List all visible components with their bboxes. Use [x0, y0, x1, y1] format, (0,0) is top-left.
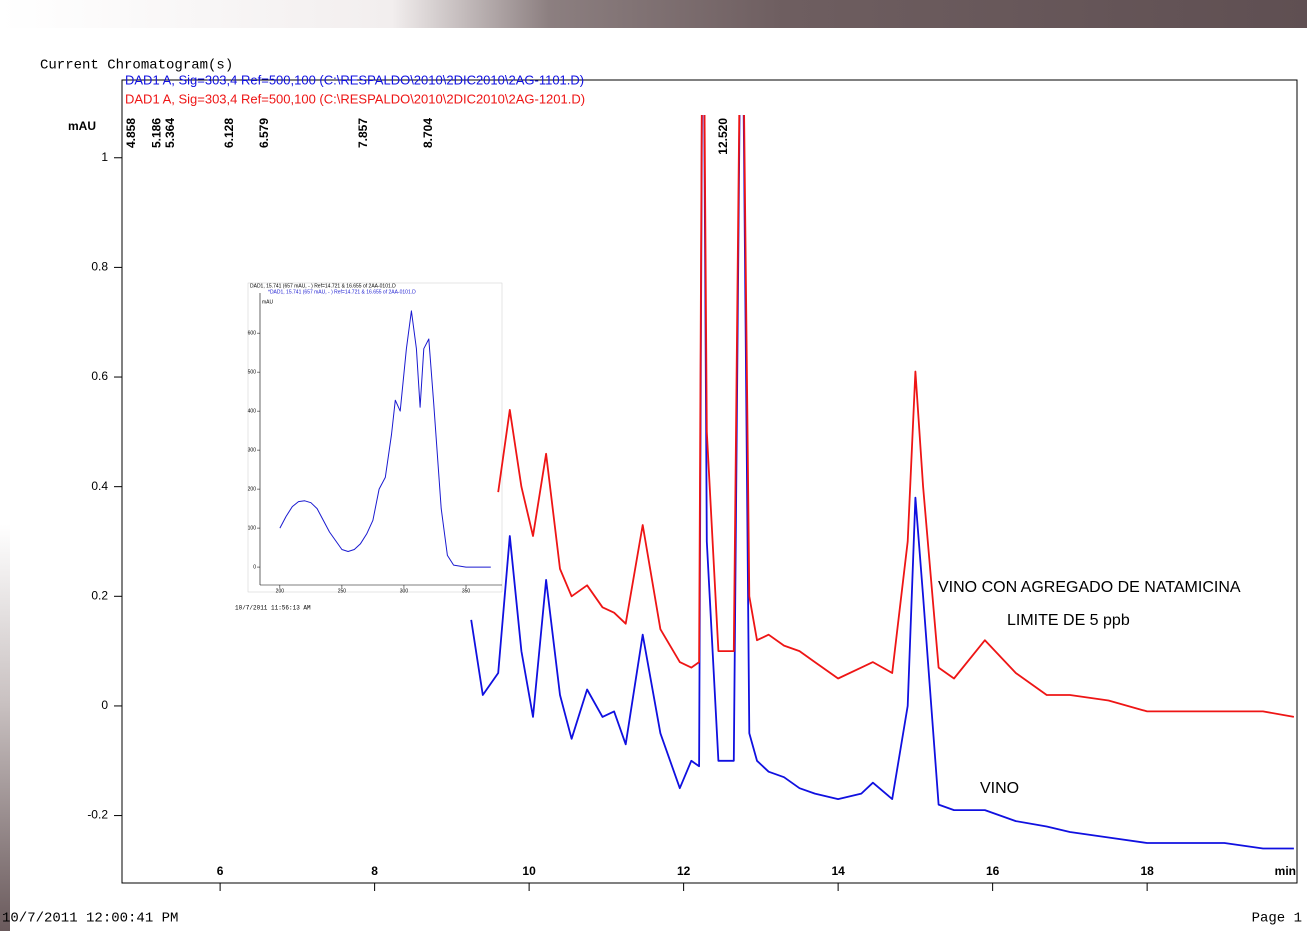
peak-label: 6.579	[257, 118, 271, 148]
x-axis-label: min	[1275, 864, 1296, 878]
x-tick-label: 6	[217, 864, 224, 878]
legend-entry: DAD1 A, Sig=303,4 Ref=500,100 (C:\RESPAL…	[125, 91, 585, 106]
banner	[0, 0, 1307, 28]
inset-y-label: mAU	[262, 299, 274, 305]
inset-title: DAD1, 15.741 (657 mAU, - ) Ref=14.721 & …	[250, 283, 396, 289]
inset-y-tick-label: 200	[248, 486, 257, 492]
inset-background	[247, 282, 503, 593]
peak-label: 5.186	[149, 118, 163, 148]
x-tick-label: 14	[831, 864, 845, 878]
y-tick-label: 0.8	[91, 260, 108, 274]
footer-page: Page 1	[1252, 911, 1302, 927]
x-tick-label: 18	[1140, 864, 1154, 878]
legend-entry: DAD1 A, Sig=303,4 Ref=500,100 (C:\RESPAL…	[125, 72, 584, 87]
x-tick-label: 16	[986, 864, 1000, 878]
inset-x-tick-label: 300	[400, 588, 409, 594]
x-tick-label: 8	[371, 864, 378, 878]
y-tick-label: 1	[101, 150, 108, 164]
footer-timestamp: 10/7/2011 12:00:41 PM	[2, 911, 178, 927]
inset-timestamp: 10/7/2011 11:56:13 AM	[235, 605, 311, 612]
peak-label: 12.520	[716, 118, 730, 155]
peak-label: 5.364	[163, 118, 177, 148]
annotation: LIMITE DE 5 ppb	[1007, 612, 1130, 629]
plot-frame	[121, 79, 1298, 884]
y-tick-label: 0.2	[91, 588, 108, 602]
y-tick-label: -0.2	[87, 808, 108, 822]
inset-y-tick-label: 300	[248, 447, 257, 453]
annotation: VINO CON AGREGADO DE NATAMICINA	[938, 579, 1241, 596]
inset-legend: *DAD1, 15.741 (657 mAU, - ) Ref=14.721 &…	[268, 289, 416, 295]
y-tick-label: 0.6	[91, 369, 108, 383]
inset-y-tick-label: 100	[248, 525, 257, 531]
y-tick-label: 0.4	[91, 479, 108, 493]
inset-y-tick-label: 400	[248, 408, 257, 414]
inset-y-tick-label: 0	[253, 564, 256, 570]
y-axis-label: mAU	[68, 119, 96, 133]
series-line	[279, 310, 491, 568]
series-line	[497, 115, 1295, 718]
peak-label: 7.857	[356, 118, 370, 148]
inset-y-tick-label: 500	[248, 369, 257, 375]
inset-x-tick-label: 250	[338, 588, 347, 594]
x-tick-label: 12	[677, 864, 691, 878]
inset-x-tick-label: 200	[276, 588, 285, 594]
left-edge	[0, 28, 10, 931]
peak-label: 6.128	[222, 118, 236, 148]
series-line	[470, 115, 1294, 850]
peak-label: 4.858	[124, 118, 138, 148]
header: Current Chromatogram(s)	[40, 58, 233, 74]
x-tick-label: 10	[522, 864, 536, 878]
inset-y-tick-label: 600	[248, 330, 257, 336]
inset-x-tick-label: 350	[462, 588, 471, 594]
annotation: VINO	[980, 780, 1019, 797]
peak-label: 8.704	[421, 118, 435, 148]
y-tick-label: 0	[101, 698, 108, 712]
